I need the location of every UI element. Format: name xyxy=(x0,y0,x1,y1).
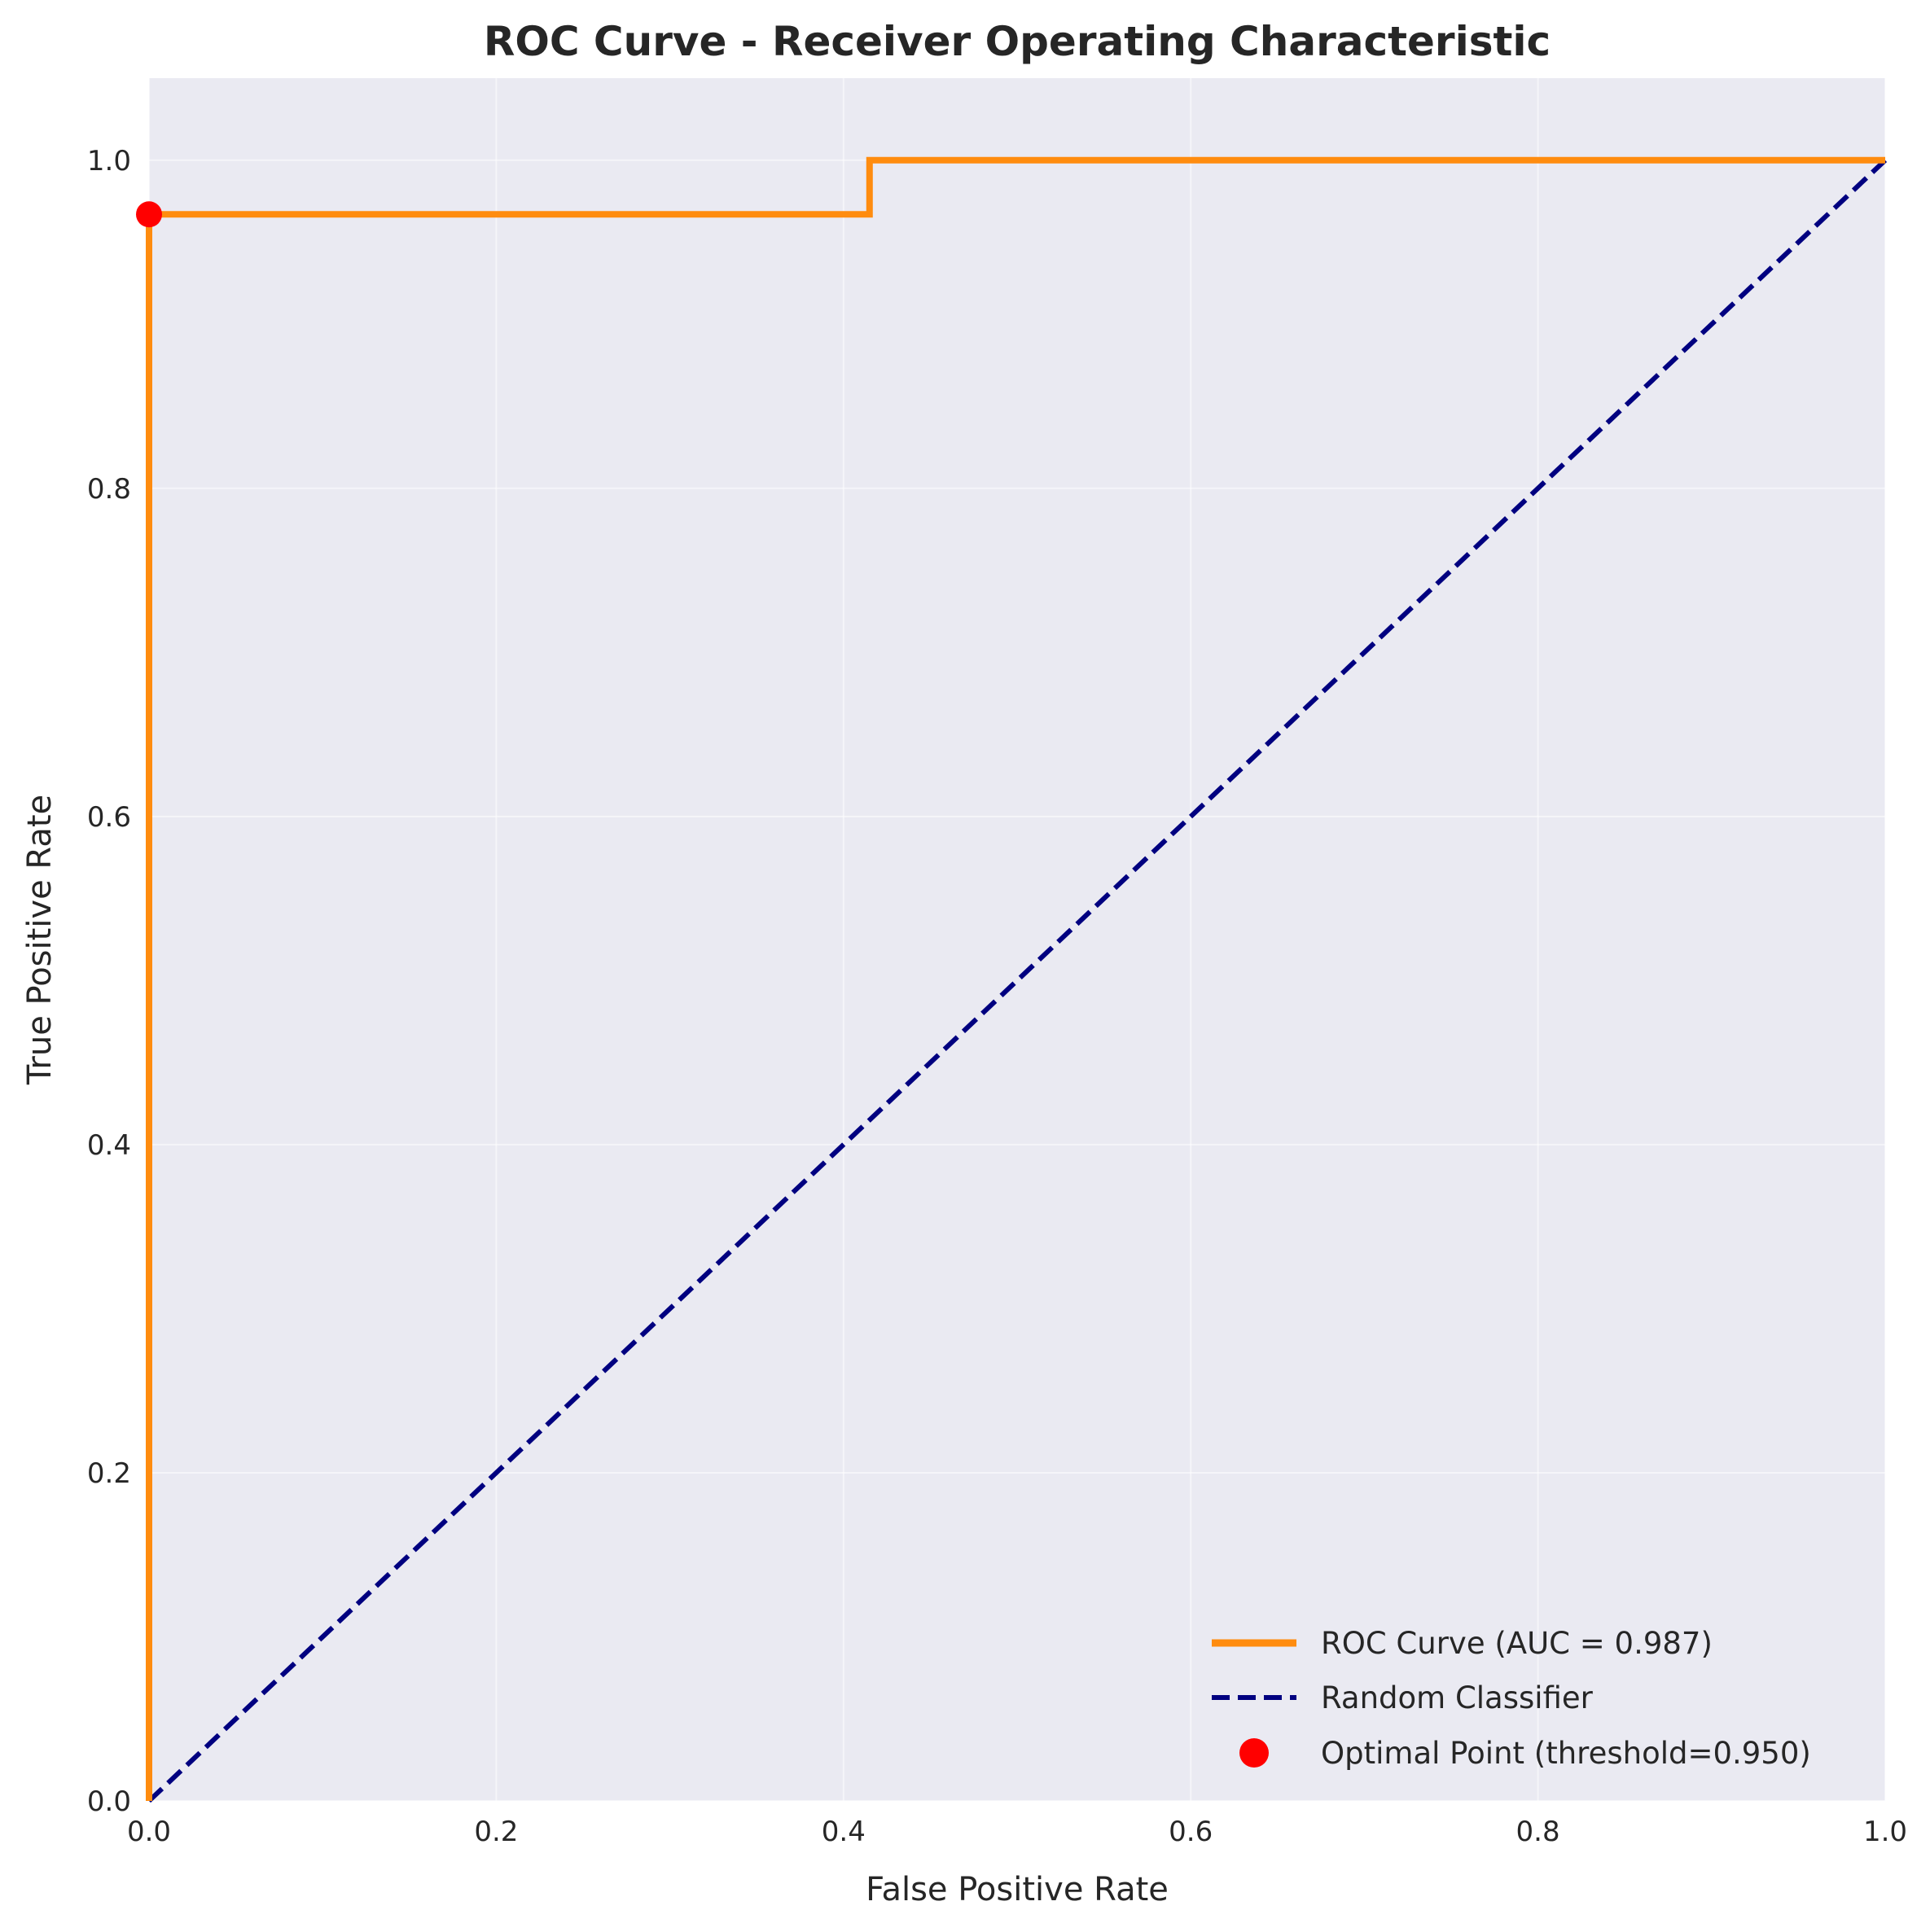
series-layer xyxy=(146,156,1888,1803)
chart-title: ROC Curve - Receiver Operating Character… xyxy=(484,18,1551,65)
y-tick-label: 0.4 xyxy=(87,1129,131,1162)
optimal-point-marker xyxy=(136,201,162,228)
legend-label-roc: ROC Curve (AUC = 0.987) xyxy=(1321,1626,1713,1661)
legend: ROC Curve (AUC = 0.987) Random Classifie… xyxy=(1212,1626,1811,1771)
x-tick-label: 0.2 xyxy=(474,1816,518,1848)
plot-background xyxy=(149,78,1885,1801)
x-tick-label: 0.4 xyxy=(822,1816,866,1848)
roc-curve-line xyxy=(146,156,1885,1801)
y-tick-label: 0.8 xyxy=(87,473,131,506)
y-tick-label: 0.6 xyxy=(87,801,131,834)
y-tick-label: 0.0 xyxy=(87,1785,131,1818)
x-tick-label: 1.0 xyxy=(1863,1816,1907,1848)
grid-lines xyxy=(148,78,1886,1802)
y-axis-label: True Positive Rate xyxy=(21,795,59,1085)
y-tick-labels: 0.0 0.2 0.4 0.6 0.8 1.0 xyxy=(87,145,131,1818)
x-tick-label: 0.0 xyxy=(127,1816,171,1848)
x-tick-label: 0.8 xyxy=(1516,1816,1560,1848)
points-layer xyxy=(136,201,162,228)
x-tick-labels: 0.0 0.2 0.4 0.6 0.8 1.0 xyxy=(127,1816,1907,1848)
y-tick-label: 0.2 xyxy=(87,1457,131,1490)
y-tick-label: 1.0 xyxy=(87,145,131,177)
random-classifier-line xyxy=(147,158,1888,1803)
legend-label-random: Random Classifier xyxy=(1321,1680,1594,1715)
legend-label-optimal: Optimal Point (threshold=0.950) xyxy=(1321,1736,1811,1771)
legend-marker-optimal xyxy=(1239,1738,1269,1768)
x-axis-label: False Positive Rate xyxy=(866,1871,1169,1908)
x-tick-label: 0.6 xyxy=(1169,1816,1213,1848)
